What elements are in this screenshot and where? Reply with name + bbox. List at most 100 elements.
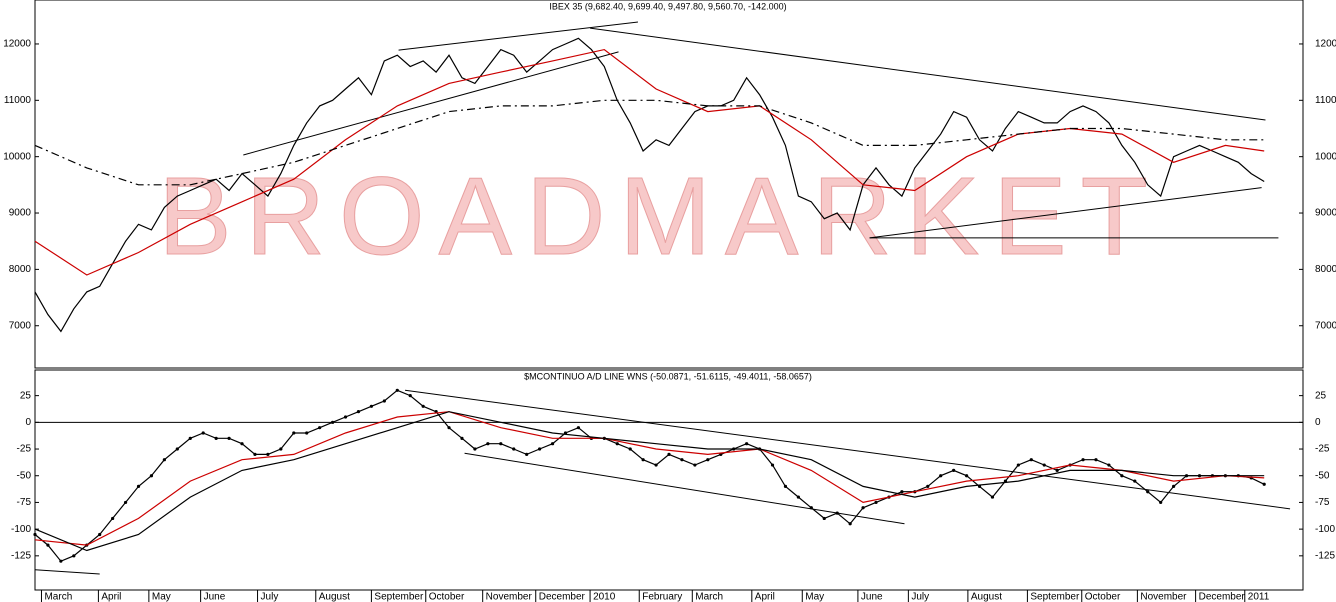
x-tick-label: May: [152, 592, 171, 602]
x-tick-label: February: [642, 592, 682, 602]
series-dot: [382, 399, 386, 403]
series-dot: [227, 436, 231, 440]
series-dot: [900, 490, 904, 494]
series-dot: [939, 474, 943, 478]
series-dot: [305, 431, 309, 435]
series-dot: [460, 436, 464, 440]
panel-title: $MCONTINUO A/D LINE WNS (-50.0871, -51.6…: [524, 371, 812, 381]
y-tick-label: 9000: [9, 208, 32, 219]
series-dot: [693, 463, 697, 467]
series-dot: [111, 516, 115, 521]
series-line: [34, 37, 1265, 333]
x-tick-label: September: [374, 592, 424, 602]
series-dot: [848, 522, 852, 526]
y-tick-label: 12000: [1315, 39, 1336, 50]
series-dot: [783, 484, 788, 489]
series-dot: [964, 474, 969, 478]
x-tick-label: December: [1199, 592, 1246, 602]
series-dot: [990, 495, 995, 499]
series-line: [34, 411, 1265, 546]
series-dot: [809, 506, 813, 510]
series-dot: [796, 495, 800, 499]
x-tick-label: June: [204, 592, 226, 602]
y-tick-label: 8000: [9, 264, 32, 275]
trend-line: [404, 389, 1291, 510]
series-dot: [486, 442, 490, 446]
trend-line: [243, 51, 619, 156]
series-dot: [680, 458, 684, 462]
trend-line: [590, 27, 1266, 121]
y-tick-label: -125: [1315, 550, 1335, 561]
y-tick-label: 0: [25, 417, 31, 428]
series-dot: [162, 458, 166, 462]
series-dot: [123, 500, 128, 505]
series-dot: [1262, 482, 1266, 486]
series-dot: [641, 458, 645, 462]
series-dot: [576, 426, 581, 430]
x-tick-label: July: [911, 592, 929, 602]
y-tick-label: -75: [17, 497, 32, 508]
series-dot: [369, 404, 374, 408]
series-dot: [952, 468, 956, 472]
series-line: [34, 411, 1265, 552]
y-tick-label: -50: [17, 470, 32, 481]
series-dot: [201, 431, 205, 435]
series-dot: [1107, 463, 1111, 467]
series-dot: [706, 458, 710, 462]
series-dot: [835, 511, 839, 515]
series-dot: [1042, 463, 1046, 467]
series-dot: [770, 463, 775, 467]
series-dot: [447, 426, 451, 430]
x-tick-label: August: [971, 592, 1002, 602]
x-tick-label: July: [261, 592, 279, 602]
x-tick-label: 2011: [1248, 592, 1270, 602]
y-tick-label: -125: [11, 550, 31, 561]
series-dot: [861, 506, 865, 510]
series-dot: [1133, 479, 1137, 483]
series-dot: [279, 447, 283, 451]
watermark: BROADMARKET: [158, 155, 1162, 278]
trend-line: [464, 452, 905, 525]
y-tick-label: 7000: [1315, 320, 1336, 331]
x-tick-label: June: [861, 592, 883, 602]
series-dot: [98, 532, 102, 537]
series-dot: [136, 484, 141, 489]
trend-line: [869, 187, 1262, 239]
y-tick-label: 8000: [1315, 264, 1336, 275]
y-tick-label: 11000: [1315, 95, 1336, 106]
series-dot: [1120, 474, 1124, 478]
x-tick-label: November: [486, 592, 533, 602]
series-dot: [395, 388, 399, 392]
series-dot: [615, 442, 619, 446]
series-dot: [240, 442, 244, 446]
y-tick-label: 10000: [1315, 151, 1336, 162]
series-dot: [1016, 463, 1020, 467]
series-dot: [59, 559, 63, 563]
x-tick-label: September: [1030, 592, 1080, 602]
series-dot: [1094, 458, 1098, 462]
series-dot: [512, 447, 516, 451]
y-tick-label: -25: [17, 444, 32, 455]
series-dot: [253, 452, 257, 456]
series-dot: [473, 447, 477, 451]
y-tick-label: -100: [1315, 524, 1335, 535]
series-line: [34, 99, 1265, 186]
series-dot: [628, 447, 632, 451]
y-tick-label: 0: [1315, 417, 1321, 428]
series-dot: [499, 442, 503, 446]
series-dot: [188, 436, 192, 440]
series-dot: [33, 532, 37, 537]
series-line: [34, 389, 1265, 562]
x-tick-label: April: [755, 592, 775, 602]
series-dot: [343, 415, 348, 419]
y-tick-label: 7000: [9, 320, 32, 331]
series-dot: [408, 394, 412, 398]
series-dot: [1081, 458, 1085, 462]
y-tick-label: 9000: [1315, 208, 1336, 219]
y-tick-label: 25: [20, 390, 32, 401]
series-dot: [926, 484, 930, 489]
series-dot: [46, 543, 50, 547]
series-dot: [745, 442, 749, 446]
